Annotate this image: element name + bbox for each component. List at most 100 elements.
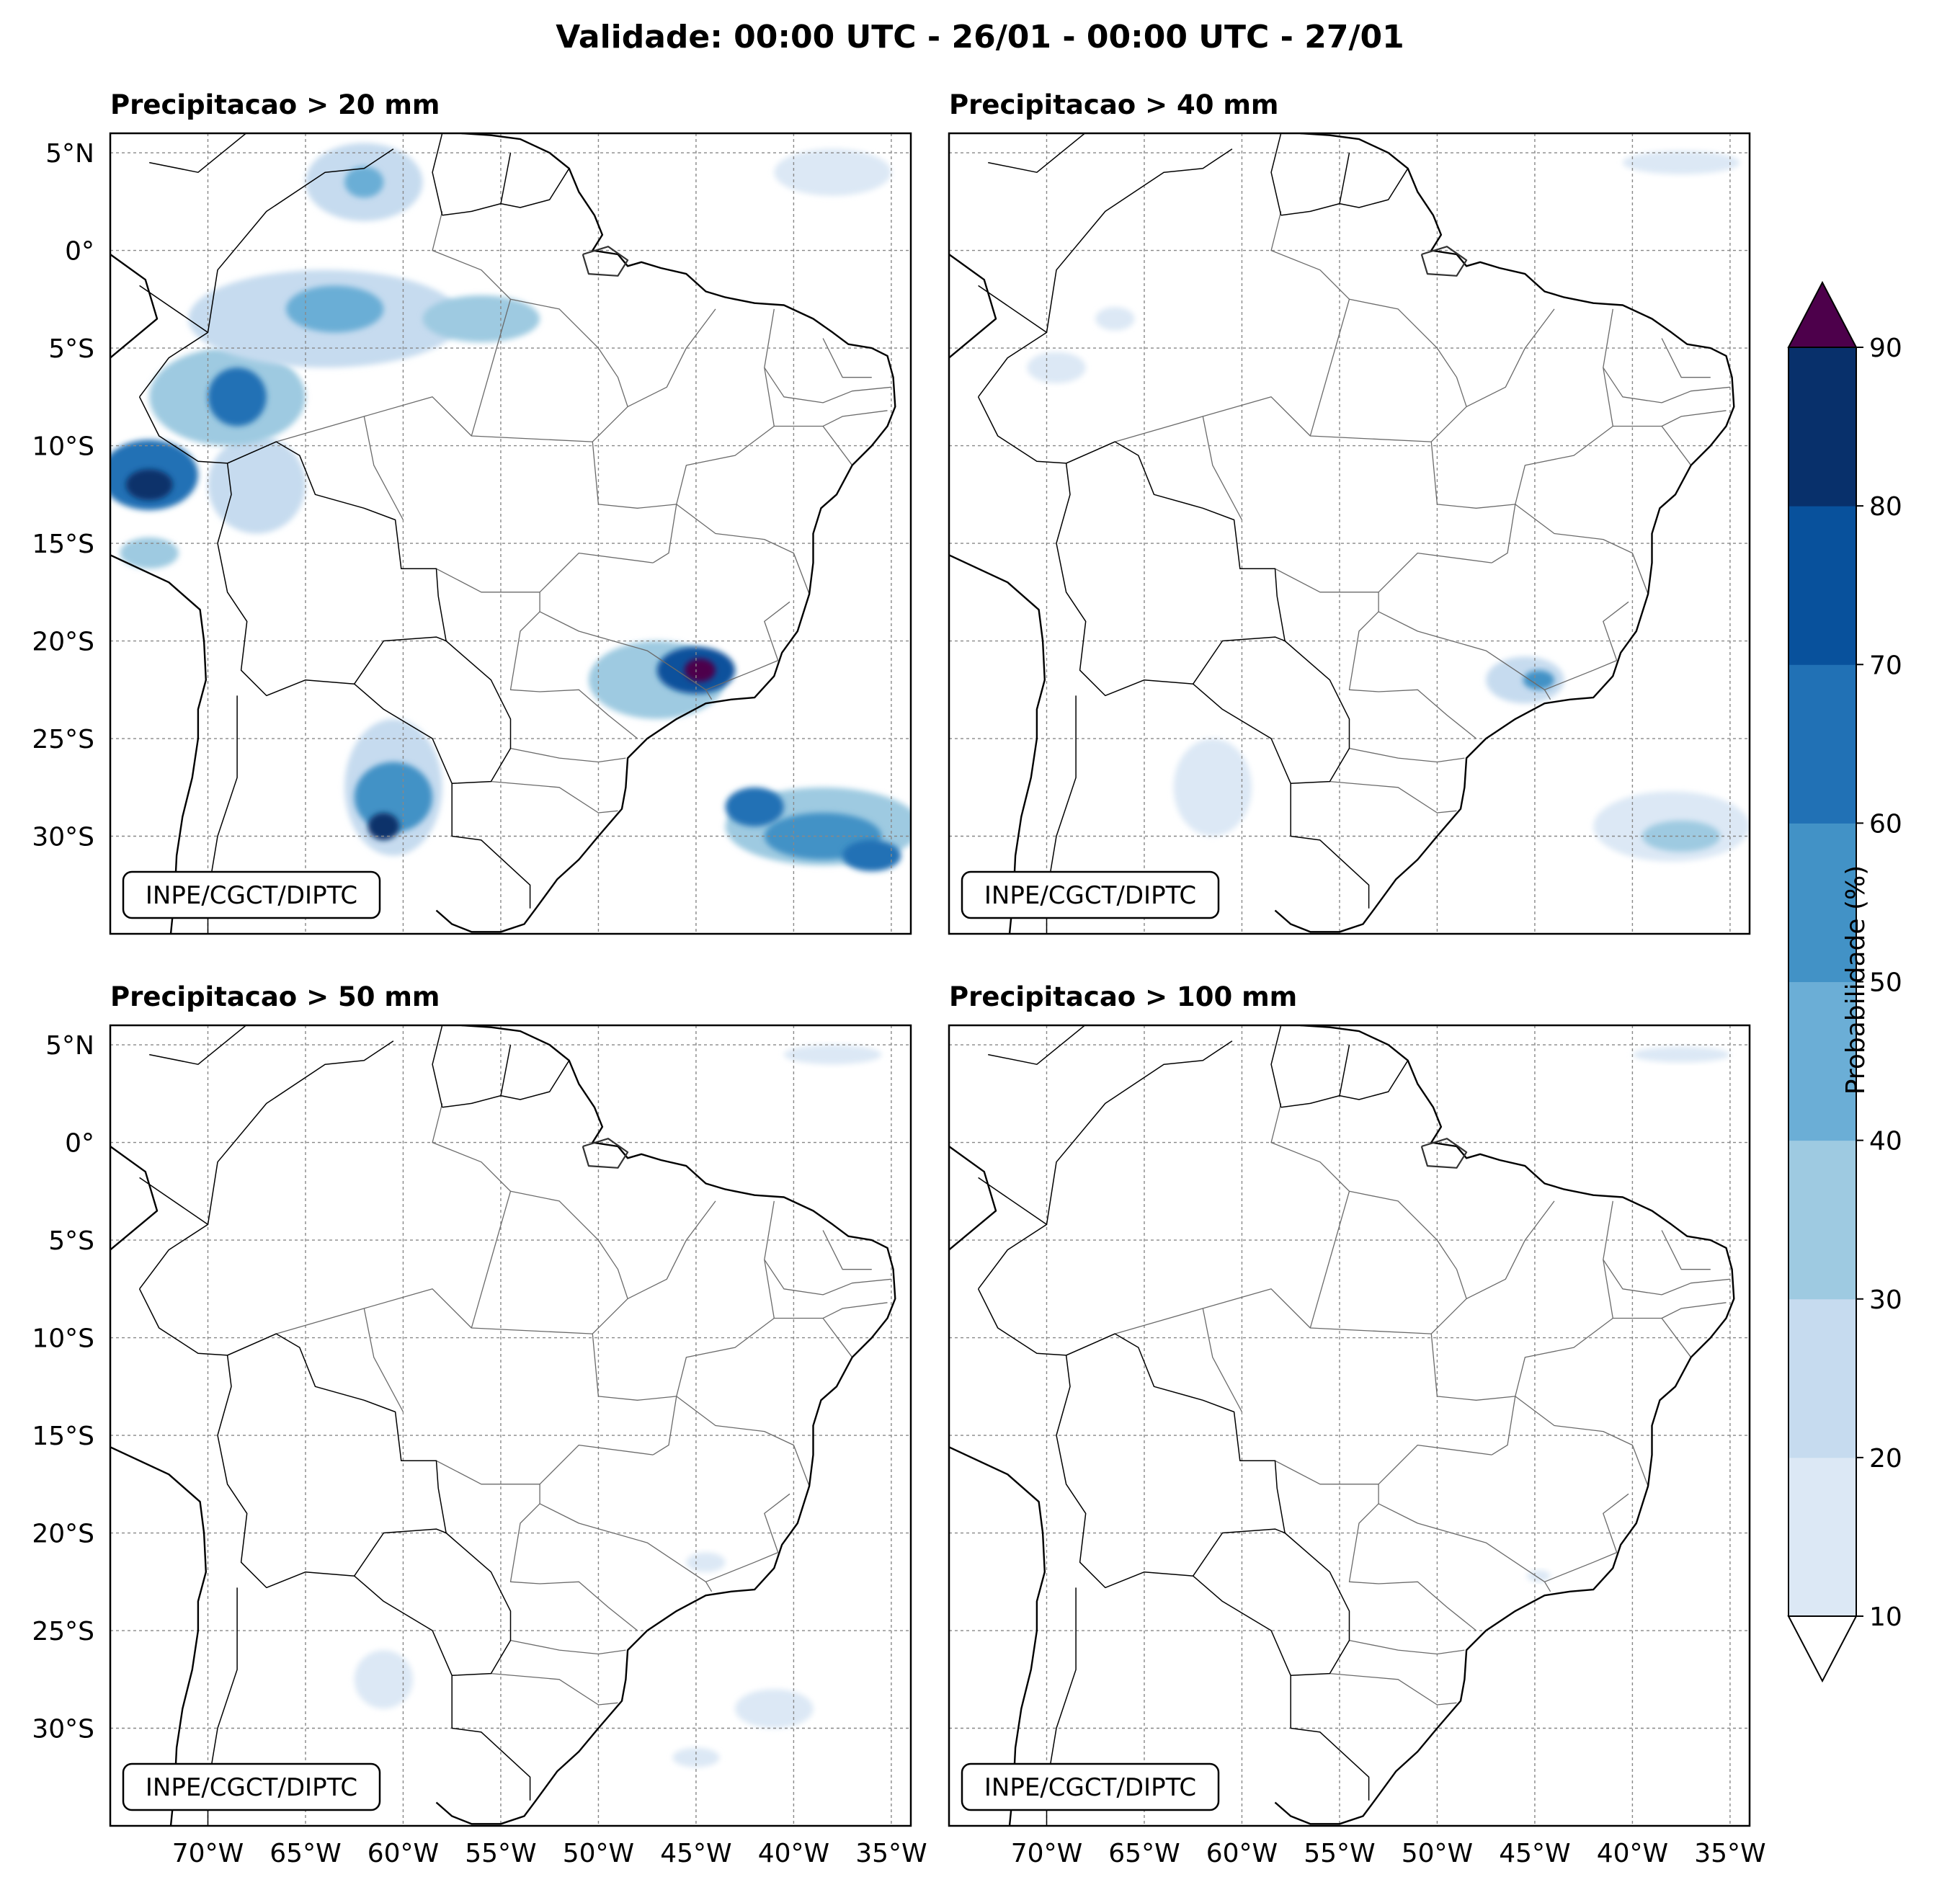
state-border [510,747,626,763]
state-border [764,601,790,661]
country-border [1270,1025,1282,1107]
map-content [110,1025,911,1826]
lat-tick-label: 15°S [32,530,94,559]
country-border [451,783,531,909]
colorbar-swatch [1788,1298,1856,1458]
panel-frame [109,132,912,935]
lon-tick-label: 45°W [1499,1839,1570,1868]
country-border [354,640,512,785]
country-border [988,1025,1086,1065]
country-border [1280,1060,1409,1108]
lat-tick-label: 5°N [45,139,94,169]
state-border [491,780,618,813]
country-border [207,148,394,333]
country-border [988,133,1086,173]
panel-title: Precipitacao > 40 mm [949,89,1278,120]
state-border [1329,780,1457,813]
state-border [510,298,628,442]
probability-area-60 [208,367,267,427]
lat-tick-label: 30°S [32,1715,94,1744]
coastline [1231,1025,1735,1825]
lon-tick-label: 55°W [465,1839,536,1868]
country-border [1290,1675,1370,1801]
state-border [1349,298,1467,442]
coastline [949,254,997,359]
coastline [949,554,1046,934]
lon-tick-label: 45°W [660,1839,731,1868]
state-border [822,338,872,378]
state-border [627,308,716,407]
colorbar-tick-label: 60 [1869,809,1902,839]
country-border [1056,1355,1286,1589]
country-border [978,285,1048,398]
panel-frame [109,1024,912,1827]
map-content [949,1025,1750,1826]
state-border [1270,211,1350,437]
map-area [948,1024,1751,1827]
state-border [592,442,677,563]
state-border [1661,338,1711,378]
lat-tick-label: 25°S [32,725,94,754]
state-border [1349,747,1465,763]
lon-tick-labels-left: 70°W 65°W 60°W 55°W 50°W 45°W 40°W 35°W [172,1839,927,1868]
colorbar-swatch [1788,506,1856,665]
country-border [977,1288,1286,1533]
lat-tick-label: 5°S [48,334,94,364]
state-border [432,211,512,437]
colorbar-swatches [1787,280,1858,1683]
lon-tick-label: 40°W [1597,1839,1668,1868]
coastline [393,133,896,933]
lon-tick-label: 35°W [1694,1839,1765,1868]
state-border [1515,504,1649,594]
colorbar: 10 20 30 40 50 60 70 80 90 Probabilidade (%) [1787,280,1902,1683]
country-border [1193,640,1350,785]
state-border [1202,1308,1243,1412]
country-border [149,133,247,173]
lon-tick-label: 70°W [1011,1839,1082,1868]
country-border [978,1177,1048,1290]
state-border [592,1334,677,1455]
lat-tick-label: 5°N [45,1031,94,1061]
probability-area-80 [368,812,400,840]
island-coastline [1420,246,1468,277]
state-border [1329,1672,1457,1706]
state-border [539,1444,778,1582]
country-border [432,1025,443,1107]
state-border [822,426,853,466]
country-border [1056,463,1286,697]
credit-label: INPE/CGCT/DIPTC [984,1773,1196,1802]
state-border [510,1190,628,1334]
panel-title: Precipitacao > 50 mm [110,981,440,1012]
state-border [1613,410,1727,427]
lat-tick-label: 10°S [32,432,94,462]
country-border [1046,148,1233,333]
state-border [491,1672,618,1706]
state-border [1661,1230,1711,1270]
probability-area-40 [285,285,384,333]
map-area [109,1024,912,1827]
lon-tick-labels-right: 70°W 65°W 60°W 55°W 50°W 45°W 40°W 35°W [1011,1839,1766,1868]
credit-label: INPE/CGCT/DIPTC [984,881,1196,910]
state-border [1515,1396,1649,1486]
state-border [822,1318,853,1358]
map-panel-precip-50: Precipitacao > 50 mm INPE/CGCT/DIPTC [109,981,912,1827]
colorbar-tick-label: 50 [1869,968,1902,998]
state-border [1349,1190,1467,1334]
state-border [676,1396,810,1486]
panel-frame [948,132,1751,935]
probability-area-50 [1523,670,1555,690]
state-border [1466,1200,1555,1299]
island-coastline [1420,1138,1468,1169]
map-panel-precip-100: Precipitacao > 100 mm INPE/CGCT/DIPTC [948,981,1751,1827]
lon-tick-label: 50°W [563,1839,634,1868]
credit-label: INPE/CGCT/DIPTC [146,881,357,910]
probability-area-10 [1632,1046,1730,1063]
coastline [110,554,207,934]
colorbar-tick-label: 40 [1869,1127,1902,1156]
colorbar-tick-label: 80 [1869,492,1902,522]
probability-area-80 [125,469,173,501]
state-border [1603,601,1629,661]
state-border [510,1639,626,1655]
colorbar-extend-max [1787,280,1858,348]
panel-title: Precipitacao > 100 mm [949,981,1297,1012]
